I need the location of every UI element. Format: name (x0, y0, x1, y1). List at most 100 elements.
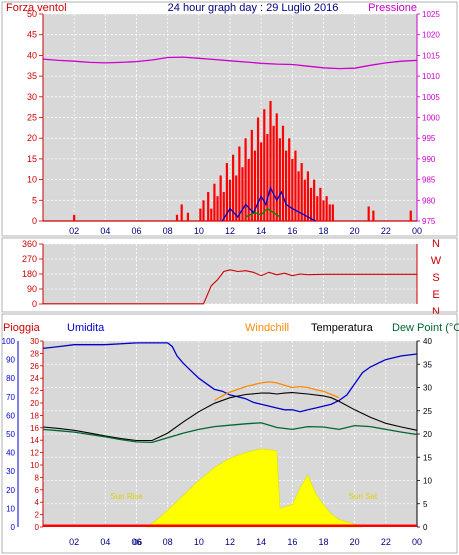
panel3-rain-tick-label: 2 (35, 511, 40, 520)
panel1-right-tick-label: 1015 (422, 51, 440, 60)
panel3-humidity-tick-label: 100 (2, 337, 16, 346)
panel1-x-tick-label: 16 (287, 226, 297, 236)
panel3-humidity-tick-label: 40 (6, 449, 15, 458)
panel3-rain-tick-label: 22 (30, 387, 39, 396)
panel3-humidity-tick-label: 10 (6, 504, 15, 513)
panel1-right-tick-label: 990 (422, 155, 436, 164)
series-solar-area (144, 448, 363, 528)
panel1-x-tick-label: 08 (163, 226, 173, 236)
panel1-right-tick-label: 1000 (422, 114, 440, 123)
panel1-right-tick-label: 980 (422, 196, 436, 205)
panel1-x-tick-label: 18 (318, 226, 328, 236)
panel1-right-tick-label: 995 (422, 134, 436, 143)
sunrise-label: Sun Rise (110, 492, 143, 501)
panel3-x-tick-label: 10 (194, 537, 204, 547)
panel3-temp-tick-label: 25 (423, 407, 432, 416)
panel1-right-tick-label: 975 (422, 217, 436, 226)
panel2-left-tick-label: 0 (32, 299, 37, 309)
panel1-left-tick-label: 15 (27, 154, 37, 164)
panel1-x-tick-label: 12 (225, 226, 235, 236)
sunset-label: Sun Set (349, 492, 378, 501)
panel2-left-tick-label: 90 (27, 284, 37, 294)
panel3-humidity-tick-label: 60 (6, 411, 15, 420)
panel3-rain-tick-label: 0 (35, 523, 40, 532)
panel3-temp-tick-label: 15 (423, 453, 432, 462)
panel3-x-tick-label: 12 (225, 537, 235, 547)
panel2-direction-label: N (432, 238, 440, 250)
panel3-temp-tick-label: 0 (423, 523, 428, 532)
panel3-temp-tick-label: 20 (423, 430, 432, 439)
panel3-humidity-tick-label: 70 (6, 393, 15, 402)
panel1-x-tick-label: 20 (350, 226, 360, 236)
panel3-temp-tick-label: 35 (423, 360, 432, 369)
panel1-left-axis-title: Forza vento (6, 2, 64, 14)
panel3-windchill-label: Windchill (245, 322, 289, 334)
panel1-left-tick-label: 50 (27, 9, 37, 19)
panel1-left-tick-label: 35 (27, 71, 37, 81)
panel3-x-tick-label: 22 (381, 537, 391, 547)
panel3-rain-tick-label: 16 (30, 424, 39, 433)
panel1-right-tick-label: 1010 (422, 72, 440, 81)
panel3-x-tick-label: 14 (256, 537, 266, 547)
panel3-temp-tick-label: 30 (423, 384, 432, 393)
panel1-x-tick-label: 14 (256, 226, 266, 236)
panel1-right-tick-label: 1020 (422, 31, 440, 40)
panel3-humidity-tick-label: 90 (6, 356, 15, 365)
panel3-temp-tick-label: 40 (423, 337, 432, 346)
panel3-humidity-tick-label: 80 (6, 374, 15, 383)
panel1-right-tick-label: 1005 (422, 93, 440, 102)
series-umidita-line (42, 342, 418, 413)
panel3-temp-tick-label: 5 (423, 500, 428, 509)
series-temperatura-line (42, 392, 418, 442)
panel1-left-tick-label: 45 (27, 30, 37, 40)
panel2-left-tick-label: 270 (22, 254, 37, 264)
panel1-x-tick-label: 00 (412, 226, 422, 236)
series-wind-green-line (245, 207, 281, 218)
series-windchill-line (214, 381, 340, 402)
panel1-left-tick-label: 30 (27, 92, 37, 102)
series-wind-line (221, 186, 317, 222)
panel3-rain-tick-label: 20 (30, 399, 39, 408)
panel3-temp-tick-label: 10 (423, 477, 432, 486)
panel3-rain-tick-label: 10 (30, 461, 39, 470)
panel2-direction-label: S (432, 272, 439, 284)
panel1-left-tick-label: 20 (27, 133, 37, 143)
panel3-x-tick-label: 06 (131, 537, 141, 547)
panel1-right-axis-title: Pressione (368, 2, 417, 14)
panel3-x-tick-label: 16 (287, 537, 297, 547)
series-direction-line (43, 269, 417, 305)
panel1-right-tick-label: 985 (422, 176, 436, 185)
series-pressione-line (42, 56, 418, 70)
panel3-humidity-tick-label: 30 (6, 467, 15, 476)
panel1-x-tick-label: 02 (69, 226, 79, 236)
series-dew-point-line (42, 422, 418, 444)
panel1-left-tick-label: 0 (32, 216, 37, 226)
panel3-rain-tick-label: 12 (30, 449, 39, 458)
panel3-x-tick-label: 18 (318, 537, 328, 547)
panel2-direction-label: N (432, 306, 440, 318)
panel3-x-tick-label: 04 (100, 537, 110, 547)
panel2-left-tick-label: 360 (22, 239, 37, 249)
panel3-humidity-label: Umidita (67, 322, 105, 334)
panel1-left-axis-title-mark: l (64, 2, 66, 14)
panel3-humidity-tick-label: 0 (11, 523, 16, 532)
panel3-x-tick-label: 20 (350, 537, 360, 547)
panel3-x-tick-label: 00 (412, 537, 422, 547)
chart-title: 24 hour graph day : 29 Luglio 2016 (168, 2, 339, 14)
panel1-left-tick-label: 40 (27, 50, 37, 60)
panel3-rain-tick-label: 4 (35, 498, 40, 507)
panel3-humidity-tick-label: 50 (6, 430, 15, 439)
panel3-humidity-tick-label: 20 (6, 486, 15, 495)
panel1-left-tick-label: 10 (27, 175, 37, 185)
panel1-x-tick-label: 10 (194, 226, 204, 236)
panel1-right-tick-label: 1025 (422, 10, 440, 19)
panel3-dewpoint-label: Dew Point (°C (392, 322, 459, 334)
panel2-direction-label: W (431, 255, 442, 267)
panel1-x-tick-label: 04 (100, 226, 110, 236)
panel3-rain-label: Pioggia (3, 322, 41, 334)
panel3-rain-tick-label: 6 (35, 486, 40, 495)
panel3-x-tick-label: 08 (163, 537, 173, 547)
panel3-rain-tick-label: 28 (30, 349, 39, 358)
panel3-rain-tick-label: 18 (30, 411, 39, 420)
